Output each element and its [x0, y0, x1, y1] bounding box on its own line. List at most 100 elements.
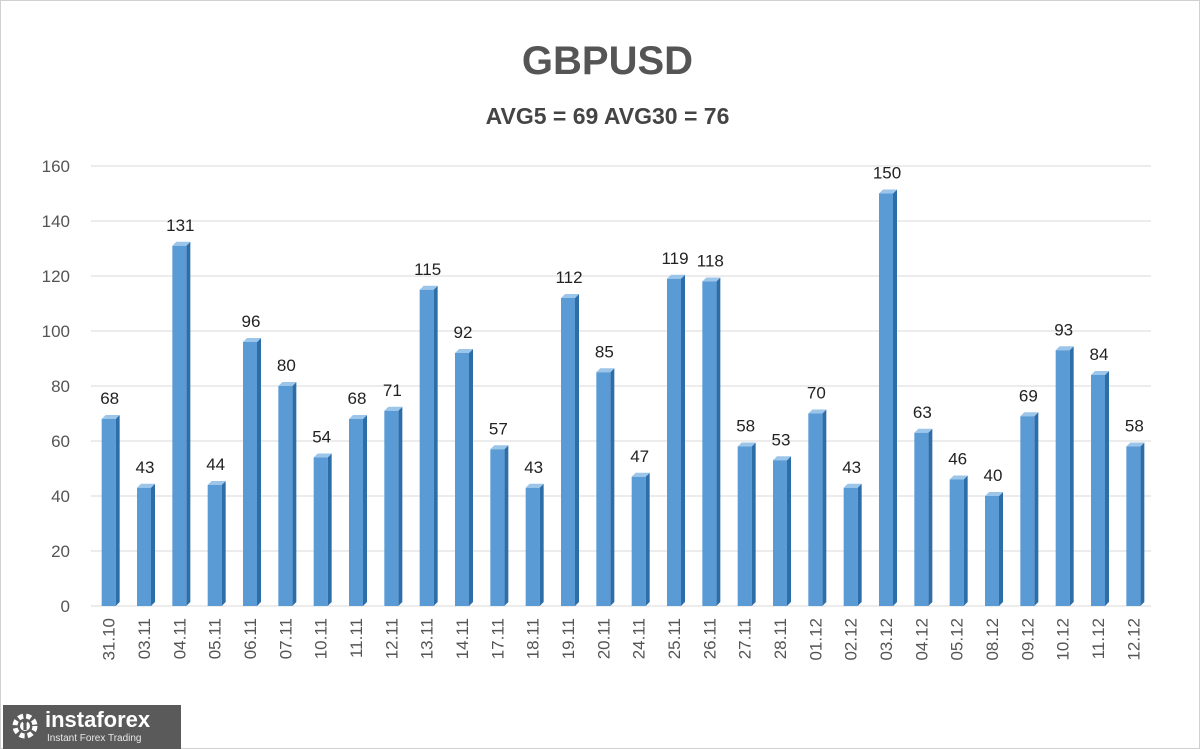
bar-side — [1105, 371, 1109, 606]
bar-top — [667, 274, 685, 279]
x-tick-label: 11.11 — [347, 618, 366, 658]
bar-side — [433, 285, 438, 606]
bar — [455, 349, 473, 606]
bar — [525, 483, 544, 606]
y-tick-label: 20 — [51, 542, 70, 561]
data-label: 63 — [913, 403, 932, 422]
bar — [419, 285, 438, 606]
bar — [737, 442, 756, 606]
bar-top — [384, 406, 403, 411]
y-tick-label: 0 — [61, 597, 70, 616]
bar-top — [455, 349, 473, 353]
bar-front — [243, 342, 257, 606]
bar — [384, 406, 403, 606]
data-label: 43 — [136, 458, 155, 477]
bar-top — [490, 445, 509, 450]
bar-side — [1140, 442, 1145, 606]
data-label: 80 — [277, 356, 296, 375]
bar — [137, 483, 155, 606]
x-tick-label: 07.11 — [276, 618, 295, 659]
bar-front — [914, 432, 929, 606]
gridlines — [91, 165, 1151, 607]
data-label: 57 — [489, 419, 508, 438]
instaforex-logo: instaforex Instant Forex Trading — [3, 705, 181, 749]
bar-side — [928, 428, 933, 606]
bar-front — [879, 193, 893, 606]
data-label: 115 — [414, 260, 441, 279]
bar-side — [751, 442, 756, 606]
bar-top — [773, 456, 791, 461]
bar — [667, 274, 685, 606]
bar-front — [1091, 375, 1105, 606]
data-label: 150 — [873, 164, 901, 183]
x-tick-label: 12.11 — [382, 618, 401, 659]
bar-top — [596, 368, 615, 373]
bar-front — [525, 487, 540, 606]
bar-side — [681, 274, 685, 606]
bar-side — [363, 415, 367, 606]
data-label: 53 — [772, 430, 791, 449]
bar — [207, 481, 226, 606]
y-tick-label: 60 — [51, 432, 70, 451]
x-tick-label: 05.12 — [948, 618, 967, 661]
x-tick-label: 19.11 — [559, 618, 578, 659]
bar-front — [1020, 416, 1035, 606]
data-label: 43 — [842, 458, 861, 477]
bar-front — [455, 353, 469, 606]
bar-front — [490, 449, 505, 606]
data-label: 118 — [697, 252, 724, 271]
bar-top — [1020, 412, 1039, 417]
x-tick-label: 03.12 — [877, 618, 896, 661]
x-tick-label: 05.11 — [206, 618, 225, 659]
x-tick-label: 18.11 — [524, 618, 543, 659]
chart-subtitle: AVG5 = 69 AVG30 = 76 — [485, 103, 730, 129]
bar-top — [419, 285, 438, 290]
bar-side — [1034, 412, 1039, 606]
y-axis-ticks: 0 20 40 60 80 100 120 140 160 — [42, 157, 70, 616]
x-tick-label: 10.12 — [1054, 618, 1073, 661]
x-tick-label: 06.11 — [241, 618, 260, 659]
bar-side — [327, 453, 332, 606]
bar-top — [137, 483, 155, 488]
bar-side — [539, 483, 544, 606]
bar — [561, 294, 579, 606]
data-label: 71 — [383, 381, 402, 400]
bar-front — [596, 372, 611, 606]
bar-side — [257, 338, 261, 606]
bar-front — [278, 386, 293, 606]
bar-side — [822, 409, 827, 606]
data-label: 96 — [242, 312, 261, 331]
data-label: 43 — [524, 458, 543, 477]
bar — [596, 368, 615, 606]
bar-top — [1055, 346, 1074, 351]
data-label: 131 — [166, 216, 194, 235]
x-tick-label: 27.11 — [736, 618, 755, 659]
x-tick-label: 04.12 — [912, 618, 931, 661]
bar-side — [787, 456, 791, 606]
bar-side — [716, 277, 721, 606]
bar — [808, 409, 827, 606]
y-tick-label: 40 — [51, 487, 70, 506]
bar-top — [207, 481, 226, 485]
bar-top — [737, 442, 756, 447]
bar — [914, 428, 933, 606]
chart-title: GBPUSD — [521, 39, 694, 83]
data-label: 47 — [630, 447, 649, 466]
bar-side — [645, 472, 650, 606]
bar-front — [843, 487, 858, 606]
bar-side — [221, 481, 226, 606]
bar-side — [504, 445, 509, 606]
bar-front — [172, 245, 187, 606]
bar — [1020, 412, 1039, 606]
x-axis-ticks: 31.10 03.11 04.11 05.11 06.11 07.11 10.11 11.11… — [100, 618, 1144, 661]
y-tick-label: 100 — [42, 322, 70, 341]
bar-side — [610, 368, 615, 606]
bar-front — [384, 410, 399, 606]
bar-front — [773, 460, 787, 606]
bar-front — [737, 446, 752, 606]
bar-top — [914, 428, 933, 433]
logo-name: instaforex — [45, 707, 151, 732]
bar-front — [349, 419, 363, 606]
